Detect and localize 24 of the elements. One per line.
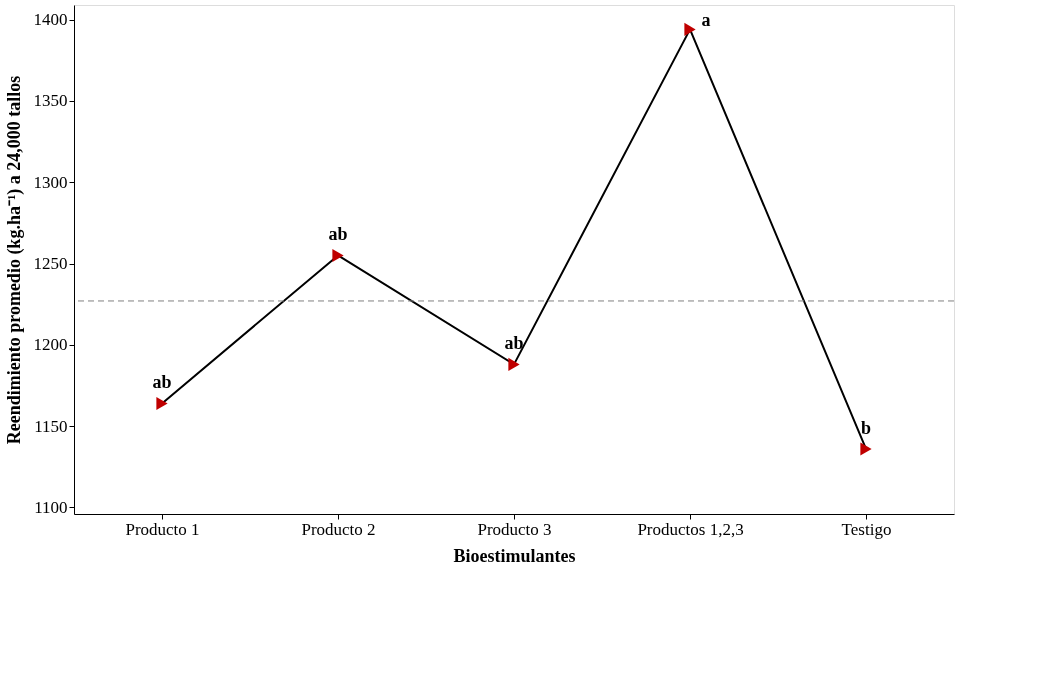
annotation: ab bbox=[504, 333, 524, 354]
annotation: b bbox=[860, 417, 872, 438]
point bbox=[860, 442, 872, 456]
y-tick-label: 1300 bbox=[33, 172, 68, 192]
point bbox=[684, 22, 696, 36]
x-tick-label: Producto 3 bbox=[477, 519, 552, 539]
y-tick-label: 1150 bbox=[34, 416, 68, 436]
annotation: a bbox=[701, 10, 711, 31]
annotation: ab bbox=[152, 372, 172, 393]
x-axis-title: Bioestimulantes bbox=[453, 545, 576, 566]
x-tick-label: Producto 2 bbox=[301, 519, 376, 539]
y-tick-label: 1250 bbox=[33, 254, 68, 274]
annotation: ab bbox=[328, 224, 348, 245]
x-tick-label: Producto 1 bbox=[125, 519, 200, 539]
y-tick-label: 1350 bbox=[33, 91, 68, 111]
x-tick-label: Productos 1,2,3 bbox=[637, 519, 744, 539]
point bbox=[332, 248, 344, 262]
y-axis-title: Reendimiento promedio (kg.ha⁻¹) a 24,000 tallos bbox=[3, 75, 25, 445]
x-tick-label: Testigo bbox=[841, 519, 892, 539]
y-tick-label: 1100 bbox=[34, 498, 68, 517]
y-tick-label: 1400 bbox=[33, 10, 68, 30]
y-tick-label: 1200 bbox=[33, 335, 68, 355]
point bbox=[156, 396, 168, 410]
point bbox=[508, 357, 520, 371]
